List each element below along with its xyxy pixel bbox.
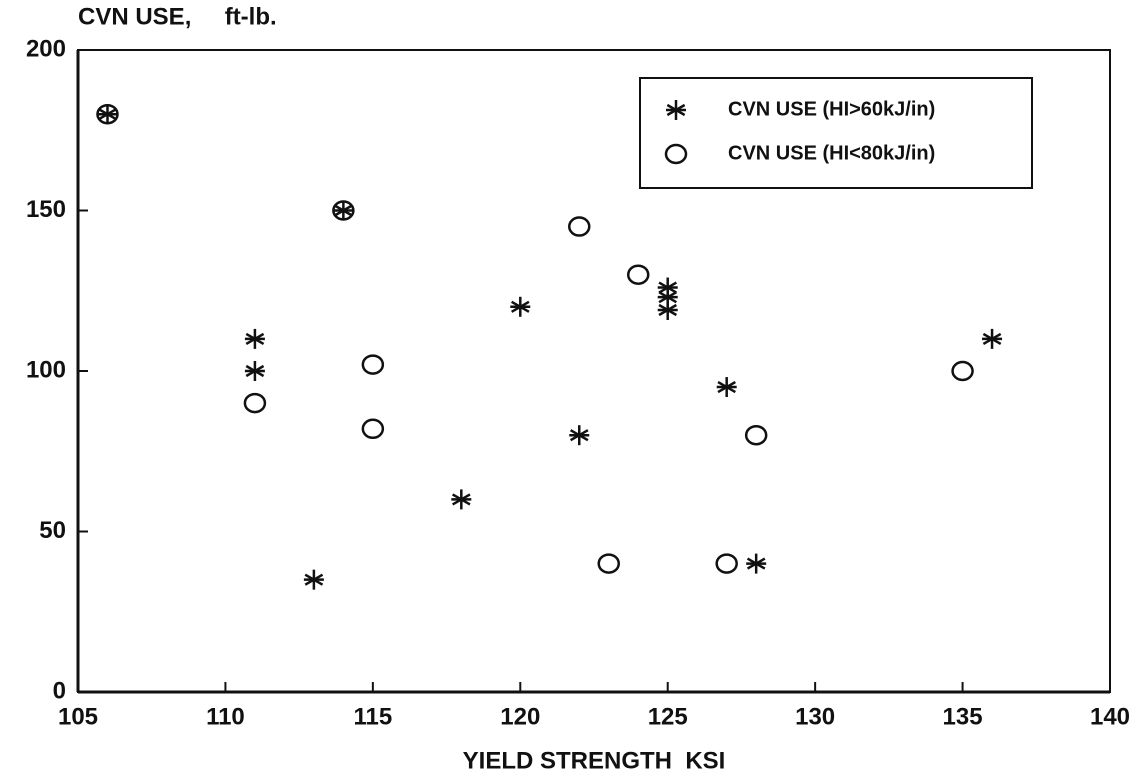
legend-label: CVN USE (HI>60kJ/in)	[728, 98, 935, 120]
asterisk-point	[244, 328, 265, 349]
circle-ring	[744, 424, 768, 446]
asterisk-point	[657, 287, 678, 308]
y-axis-label: CVN USE, ft-lb.	[78, 3, 277, 30]
circle-point	[361, 418, 385, 440]
circle-point	[96, 103, 119, 125]
asterisk-point	[716, 377, 737, 398]
circle-point	[744, 424, 768, 446]
circle-point	[361, 354, 385, 375]
legend: CVN USE (HI>60kJ/in) CVN USE (HI<80kJ/in)	[639, 77, 1033, 189]
circle-ring	[664, 143, 688, 165]
x-tick-label: 135	[943, 703, 983, 730]
legend-box	[639, 77, 1033, 189]
y-tick-label: 100	[26, 356, 66, 383]
x-tick-label: 140	[1090, 703, 1130, 730]
asterisk-point	[451, 489, 472, 510]
asterisk-point	[569, 425, 590, 446]
y-tick-label: 0	[53, 677, 66, 704]
asterisk-point	[97, 104, 118, 125]
legend-label: CVN USE (HI<80kJ/in)	[728, 142, 935, 164]
circle-point	[243, 392, 267, 414]
y-tick-label: 200	[26, 35, 66, 62]
circle-ring	[568, 216, 591, 237]
asterisk-point	[666, 100, 686, 120]
y-tick-label: 150	[26, 196, 66, 223]
asterisk-point	[982, 328, 1003, 349]
circle-point	[715, 553, 738, 574]
y-tick-label: 50	[39, 517, 66, 544]
circle-point	[626, 264, 650, 285]
asterisk-point	[333, 200, 354, 221]
circle-ring	[715, 553, 738, 574]
asterisk-point	[746, 553, 767, 574]
x-axis-label: YIELD STRENGTH KSI	[463, 747, 726, 774]
circle-ring	[626, 264, 650, 285]
circle-ring	[597, 553, 620, 574]
x-tick-label: 105	[58, 703, 98, 730]
circle-ring	[361, 418, 385, 440]
x-tick-label: 115	[353, 703, 392, 730]
x-tick-label: 120	[500, 703, 540, 730]
circle-ring	[951, 360, 974, 382]
asterisk-point	[657, 300, 678, 321]
asterisk-point	[244, 361, 265, 381]
circle-point	[664, 143, 688, 165]
circle-point	[332, 200, 355, 221]
x-tick-label: 110	[206, 703, 245, 730]
circle-ring	[332, 200, 355, 221]
circle-point	[568, 216, 591, 237]
circle-point	[951, 360, 974, 382]
asterisk-point	[510, 296, 531, 317]
circle-ring	[96, 103, 119, 125]
circle-ring	[361, 354, 385, 375]
x-tick-label: 125	[648, 703, 688, 730]
asterisk-point	[303, 569, 324, 590]
circle-point	[597, 553, 620, 574]
x-tick-label: 130	[795, 703, 835, 730]
circle-ring	[243, 392, 267, 414]
